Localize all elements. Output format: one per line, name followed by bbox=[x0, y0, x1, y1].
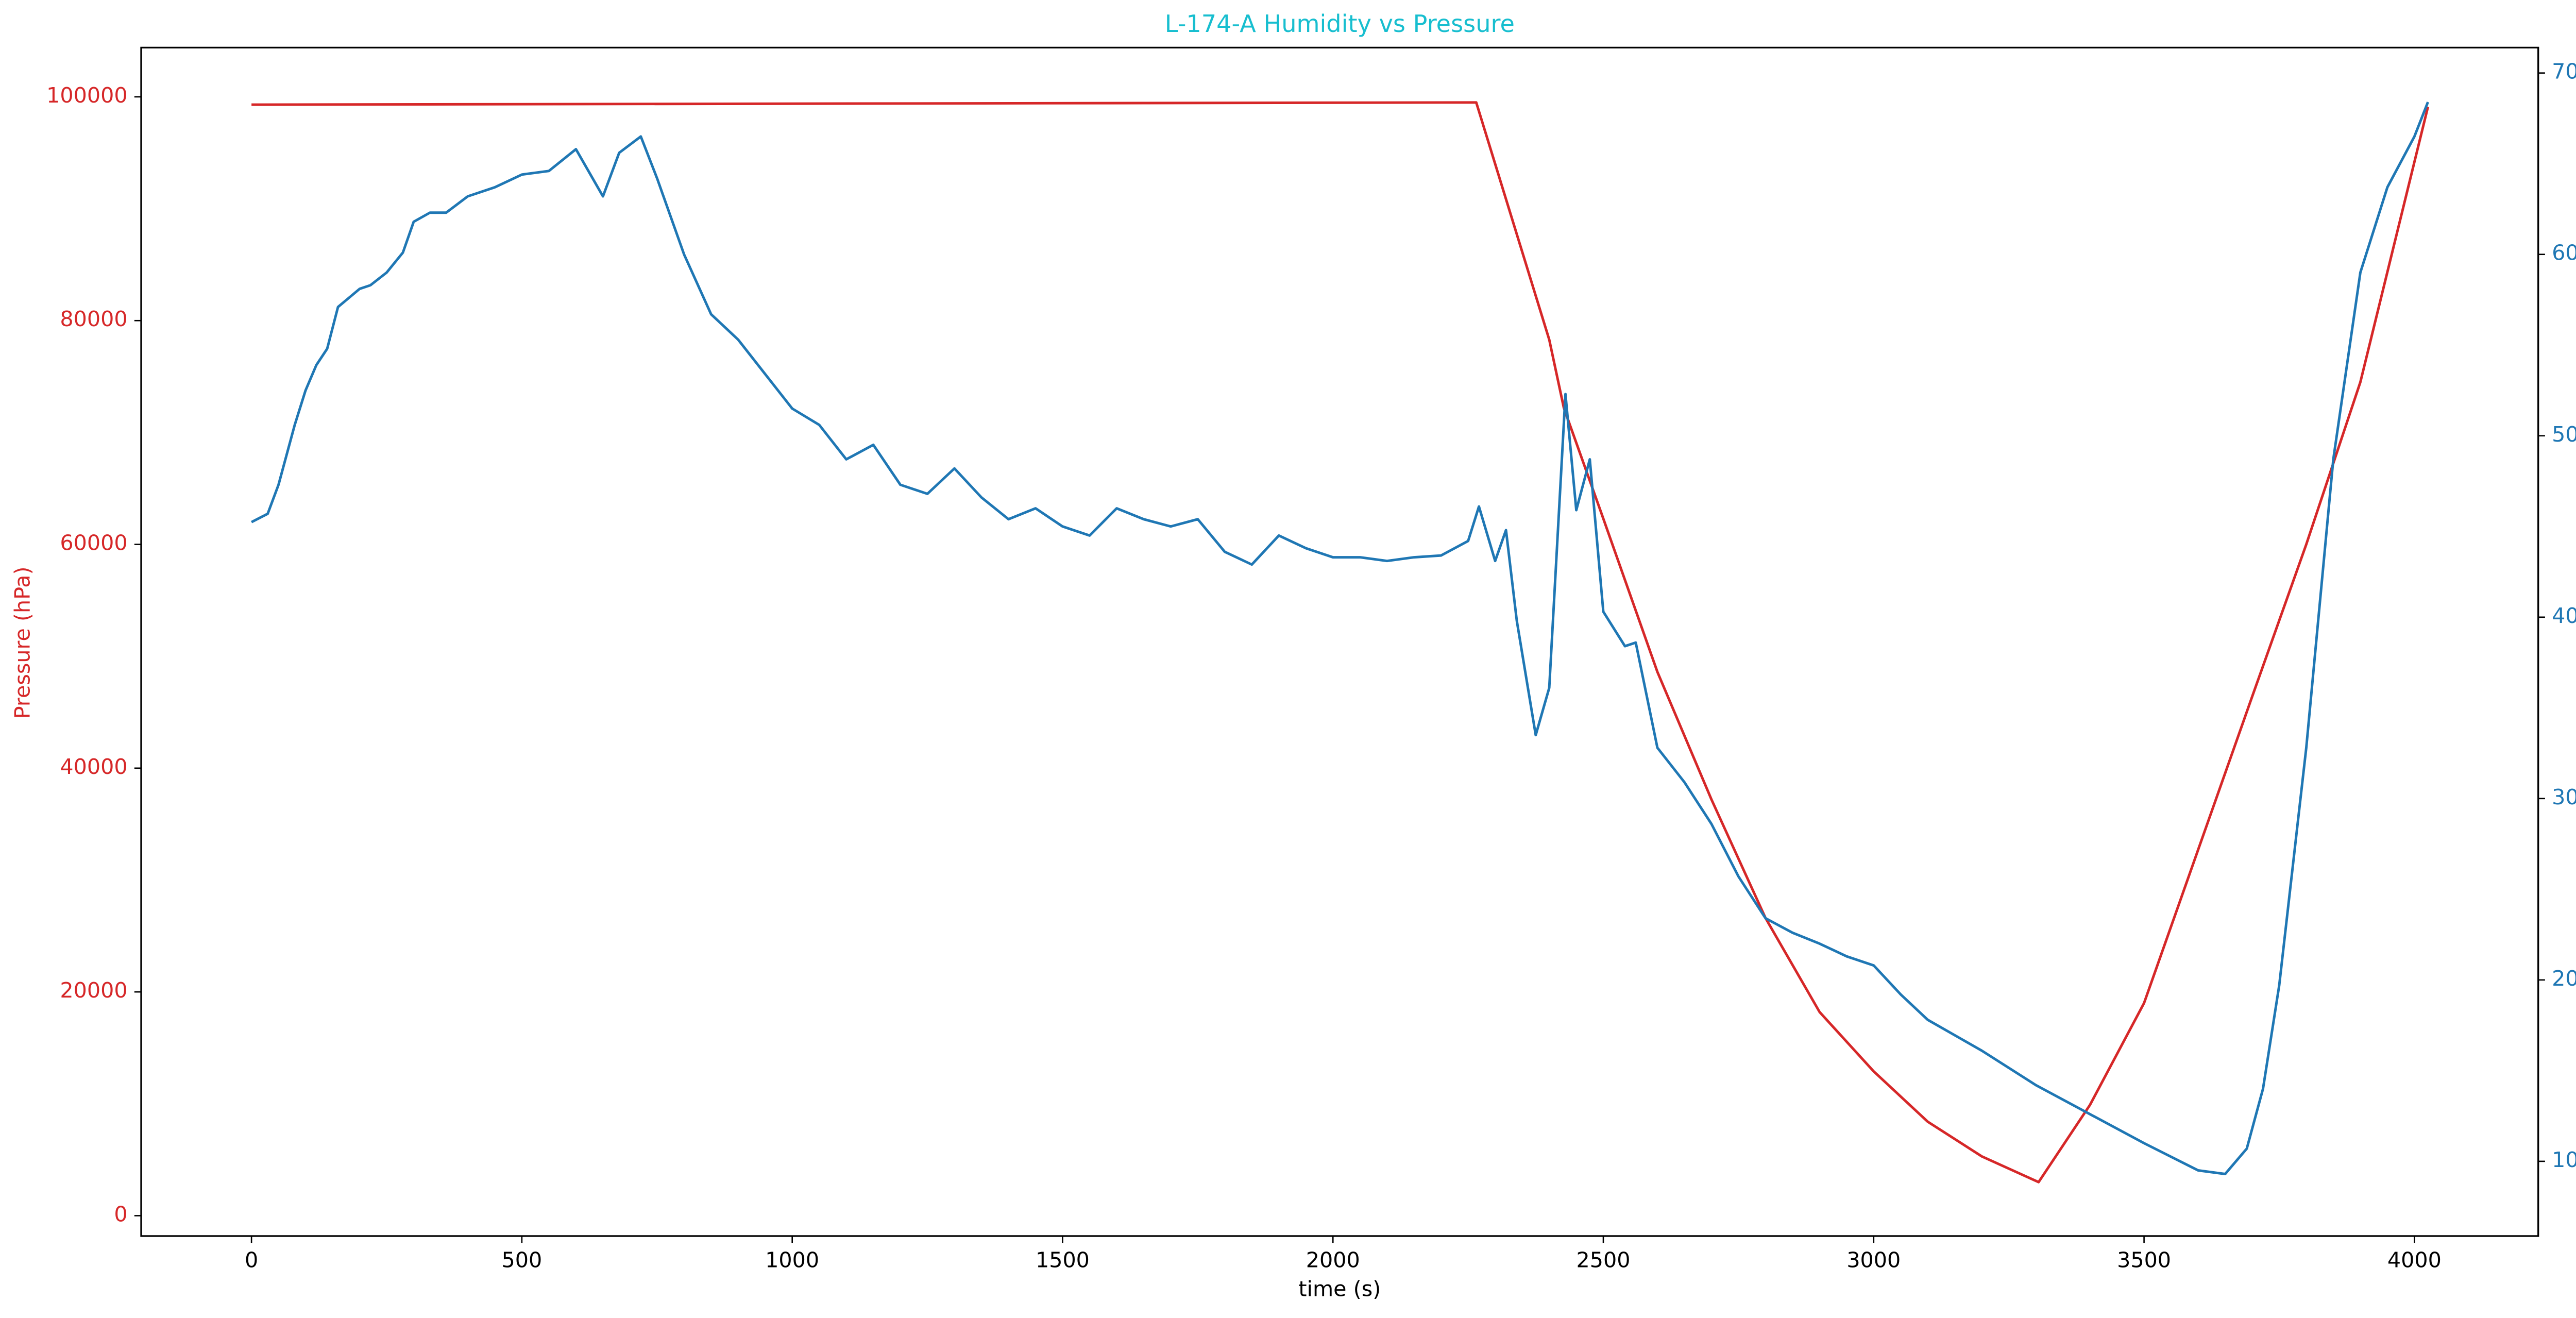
x-tick-label: 4000 bbox=[2387, 1247, 2442, 1272]
y-axis-label: Pressure (hPa) bbox=[10, 566, 35, 719]
y-tick-label: 0 bbox=[114, 1202, 127, 1226]
chart-title: L-174-A Humidity vs Pressure bbox=[1165, 10, 1515, 38]
y2-tick-label: 70000 bbox=[2552, 59, 2576, 84]
y2-tick-label: 40000 bbox=[2552, 603, 2576, 628]
line bbox=[250, 102, 2429, 1176]
x-tick-label: 3500 bbox=[2117, 1247, 2171, 1272]
line bbox=[251, 101, 2429, 1184]
y-tick-label: 20000 bbox=[60, 978, 127, 1003]
x-tick-label: 2000 bbox=[1306, 1247, 1360, 1272]
y-tick-label: 100000 bbox=[46, 83, 127, 108]
x-tick-label: 0 bbox=[245, 1247, 258, 1272]
x-tick-label: 500 bbox=[502, 1247, 543, 1272]
y-tick-label: 60000 bbox=[60, 531, 127, 555]
y2-tick-label: 10000 bbox=[2552, 1147, 2576, 1172]
x-axis-label: time (s) bbox=[1298, 1277, 1381, 1302]
plot-frame bbox=[140, 46, 2539, 1237]
y-tick-label: 40000 bbox=[60, 754, 127, 779]
x-tick-label: 1500 bbox=[1036, 1247, 1090, 1272]
y2-tick-label: 30000 bbox=[2552, 785, 2576, 809]
x-tick-label: 1000 bbox=[765, 1247, 819, 1272]
y2-tick-label: 60000 bbox=[2552, 241, 2576, 265]
y2-tick-label: 20000 bbox=[2552, 966, 2576, 991]
y-tick-label: 80000 bbox=[60, 307, 127, 331]
x-tick-label: 2500 bbox=[1577, 1247, 1631, 1272]
y2-tick-label: 50000 bbox=[2552, 422, 2576, 447]
x-tick-label: 3000 bbox=[1846, 1247, 1901, 1272]
